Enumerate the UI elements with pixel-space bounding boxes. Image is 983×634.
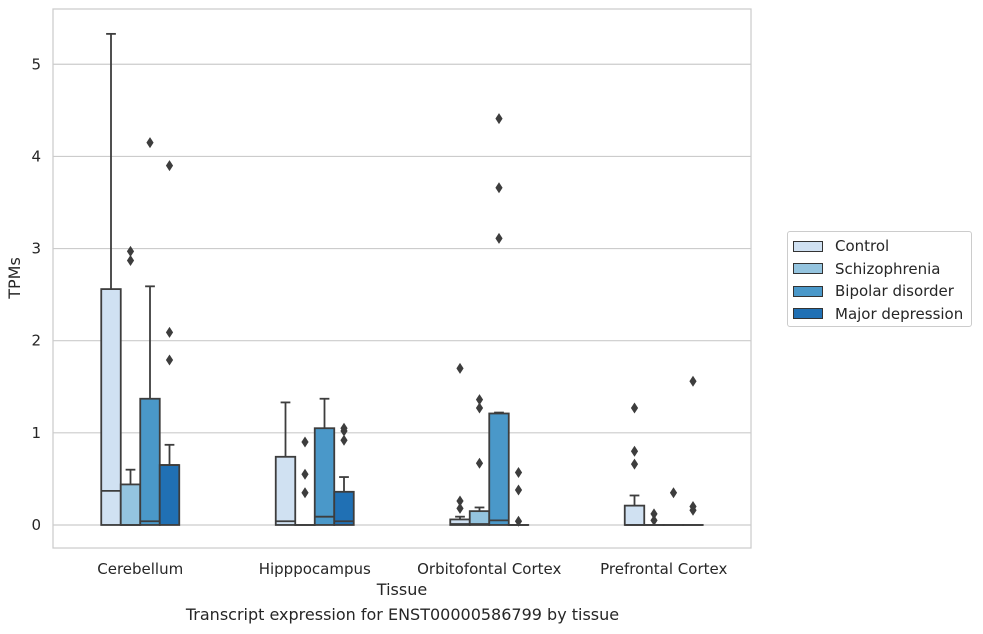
legend-item: Schizophrenia (793, 258, 971, 281)
outlier-point (340, 425, 348, 437)
outlier-point (495, 113, 503, 125)
box-bipolar-disorder (662, 487, 685, 526)
x-tick-label: Prefrontal Cortex (600, 560, 727, 578)
outlier-point (514, 515, 523, 527)
box-body (100, 288, 122, 526)
box-control (274, 401, 297, 526)
x-tick-label: Cerebellum (97, 560, 183, 578)
legend: Control Schizophrenia Bipolar disorder Majo… (787, 231, 972, 327)
outlier-point (301, 468, 309, 480)
outlier-point (689, 504, 697, 516)
legend-item: Control (793, 235, 971, 258)
x-axis-ticks: Cerebellum Hipppocampus Orbitofontal Corte… (97, 560, 727, 578)
outlier-point (165, 326, 174, 338)
legend-label: Control (835, 237, 890, 256)
legend-swatch (793, 240, 823, 252)
box-body (623, 504, 646, 526)
box-body (139, 397, 161, 526)
plot-area-frame (52, 8, 752, 549)
outlier-point (650, 508, 658, 520)
outlier-point (456, 502, 464, 514)
outlier-point (165, 354, 174, 366)
box-schizophrenia (119, 245, 142, 526)
box-major-depression (333, 422, 355, 526)
box-schizophrenia (468, 394, 491, 526)
outlier-point (689, 375, 697, 387)
box-schizophrenia (294, 436, 316, 526)
outlier-point (456, 495, 464, 507)
box-schizophrenia (643, 508, 665, 526)
outlier-point (630, 445, 639, 457)
box-control (623, 402, 646, 526)
legend-item: Bipolar disorder (793, 280, 971, 303)
x-axis-label: Tissue (376, 580, 427, 599)
legend-label: Schizophrenia (835, 259, 941, 278)
legend-swatch (793, 285, 823, 297)
legend-label: Major depression (835, 304, 964, 323)
box-marks (100, 32, 704, 527)
box-bipolar-disorder (139, 137, 161, 526)
legend-swatch (793, 308, 823, 320)
y-tick-label: 4 (31, 147, 41, 165)
outlier-point (514, 484, 523, 496)
legend-label: Bipolar disorder (835, 282, 954, 301)
outlier-point (514, 466, 523, 478)
outlier-point (146, 137, 154, 149)
y-tick-label: 5 (31, 55, 41, 73)
outlier-point (456, 362, 464, 374)
outlier-point (630, 458, 639, 470)
box-body (488, 412, 510, 526)
x-tick-label: Orbitofontal Cortex (417, 560, 561, 578)
box-body (158, 464, 181, 526)
outlier-point (165, 160, 174, 172)
y-tick-label: 3 (31, 240, 41, 258)
box-control (449, 362, 471, 526)
legend-item: Major depression (793, 303, 971, 326)
box-body (313, 427, 336, 526)
outlier-point (475, 394, 484, 406)
box-body (333, 490, 355, 526)
box-body (468, 510, 491, 526)
y-tick-label: 2 (31, 332, 41, 350)
y-tick-label: 1 (31, 424, 41, 442)
box-body (274, 455, 297, 526)
outlier-point (475, 457, 484, 469)
box-major-depression (158, 160, 181, 526)
outlier-point (495, 182, 503, 194)
box-major-depression (507, 466, 530, 527)
outlier-point (630, 402, 639, 414)
outlier-point (301, 436, 309, 448)
y-axis-ticks: 0 1 2 3 4 5 (31, 55, 41, 534)
box-bipolar-disorder (488, 113, 510, 526)
outlier-point (475, 402, 484, 414)
box-major-depression (682, 375, 704, 526)
box-body (119, 483, 142, 526)
legend-swatch (793, 263, 823, 275)
y-tick-label: 0 (31, 516, 41, 534)
outlier-point (126, 245, 135, 257)
y-axis-label: TPMs (5, 257, 24, 300)
outlier-point (650, 514, 658, 526)
box-control (100, 32, 122, 526)
x-tick-label: Hipppocampus (259, 560, 371, 578)
box-bipolar-disorder (313, 397, 336, 526)
outlier-point (669, 487, 678, 499)
outlier-point (340, 434, 348, 446)
outlier-point (495, 232, 503, 244)
outlier-point (126, 255, 135, 267)
outlier-point (301, 487, 309, 499)
figure-caption: Transcript expression for ENST0000058679… (185, 605, 620, 624)
